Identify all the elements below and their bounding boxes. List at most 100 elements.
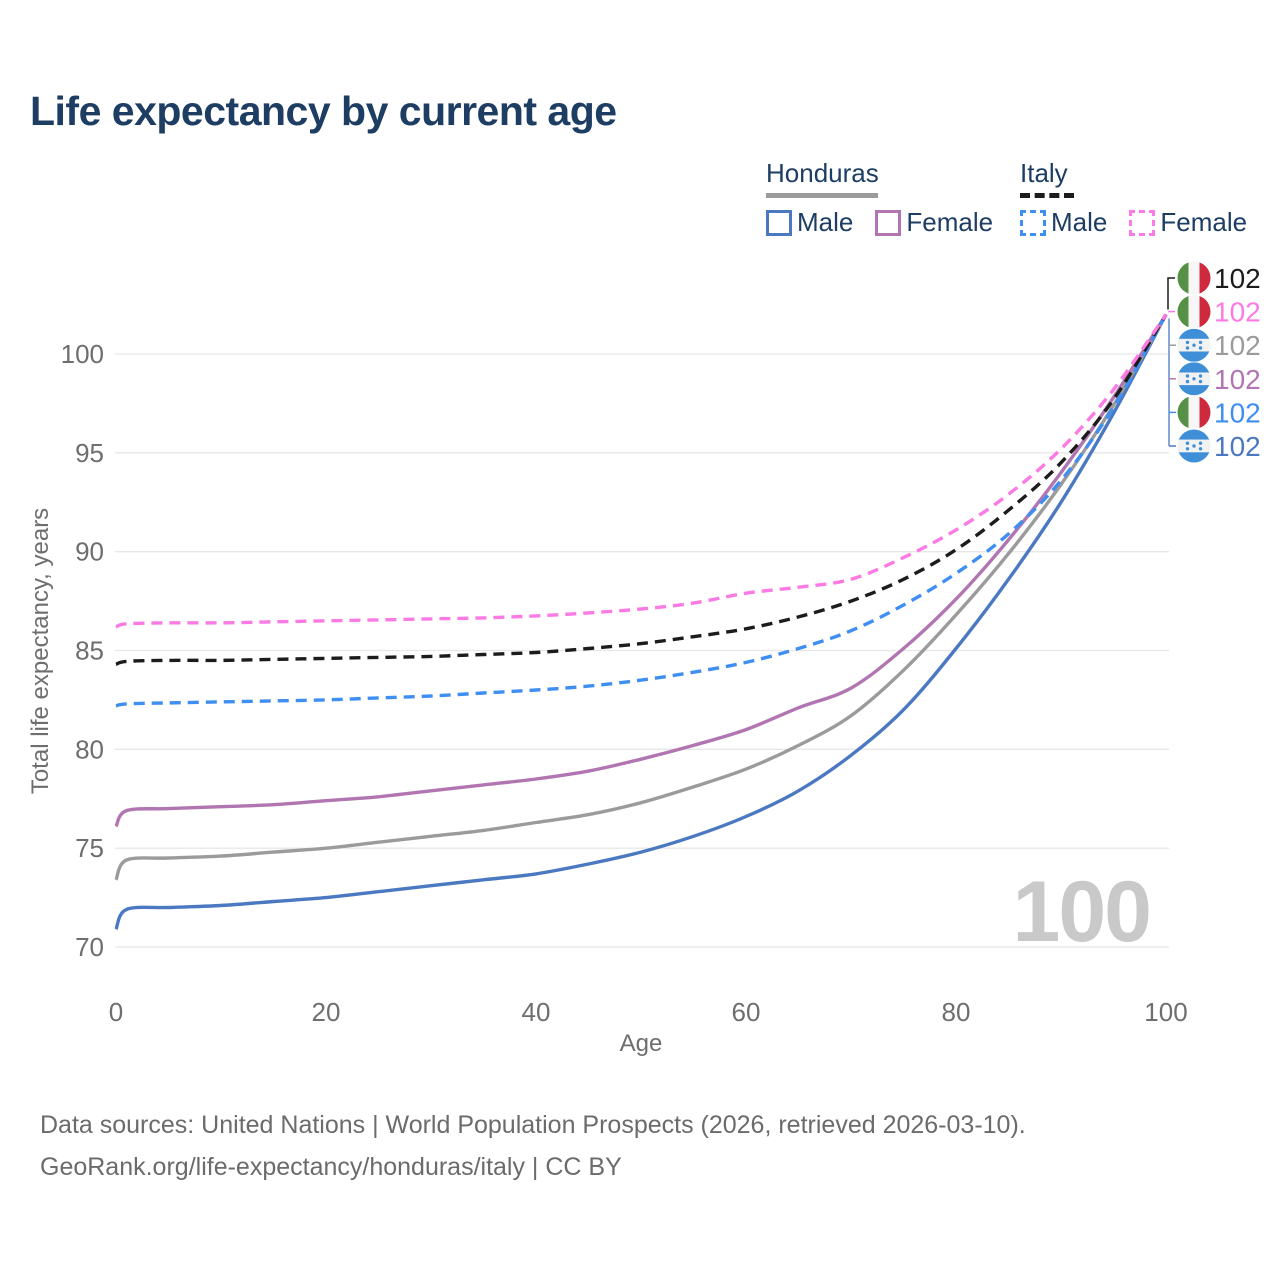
- end-label-honduras[interactable]: 102: [1177, 328, 1261, 362]
- y-tick-label: 70: [75, 932, 104, 962]
- flag-stripe: [1177, 395, 1189, 429]
- x-axis-ticks: 0 20 40 60 80 100: [109, 997, 1188, 1027]
- flag-stripe: [1188, 261, 1200, 295]
- chart-line-honduras-male[interactable]: [114, 313, 1168, 931]
- flag-wrap: [1177, 328, 1211, 362]
- chart-title: Life expectancy by current age: [30, 88, 617, 134]
- legend-group-label-honduras: Honduras: [766, 158, 879, 188]
- legend-group-honduras: Honduras Male Female: [766, 160, 993, 238]
- x-tick-label: 100: [1144, 997, 1187, 1027]
- end-label-value: 102: [1214, 364, 1261, 395]
- flag-stripe: [1177, 429, 1211, 440]
- chart-line-honduras-female[interactable]: [114, 313, 1168, 828]
- flag-stripe: [1199, 261, 1211, 295]
- flag-star: [1198, 346, 1203, 350]
- end-label-value: 102: [1214, 431, 1261, 462]
- italy-flag-icon: [1177, 395, 1211, 429]
- flag-star: [1192, 377, 1196, 381]
- x-axis-title: Age: [620, 1030, 663, 1057]
- end-label-honduras-female[interactable]: 102: [1177, 362, 1261, 396]
- legend-item-honduras-female[interactable]: Female: [875, 207, 993, 238]
- chart-line-italy-female[interactable]: [115, 313, 1168, 629]
- end-label-value: 102: [1214, 397, 1261, 428]
- flag-stripe: [1177, 452, 1211, 463]
- flag-star: [1185, 441, 1190, 445]
- flag-stripe: [1177, 351, 1211, 362]
- legend-group-italy: Italy Male Female: [1020, 160, 1247, 238]
- gridlines: 70 75 80 85 90 95 100: [61, 339, 1169, 962]
- legend-item-label: Female: [906, 207, 994, 237]
- honduras-flag-icon: [1177, 429, 1211, 463]
- chart-line-italy-male[interactable]: [115, 313, 1168, 708]
- series-lines: [114, 313, 1168, 931]
- flag-star: [1185, 346, 1190, 350]
- end-label-value: 102: [1214, 330, 1261, 361]
- legend-item-label: Male: [1051, 207, 1108, 237]
- flag-star: [1198, 441, 1203, 445]
- y-tick-label: 90: [75, 537, 104, 567]
- flag-wrap: [1177, 261, 1211, 295]
- y-axis-title: Total life expectancy, years: [27, 508, 54, 794]
- end-label-italy-female[interactable]: 102: [1177, 295, 1261, 329]
- italy-flag-icon: [1177, 261, 1211, 295]
- flag-stripe: [1188, 395, 1200, 429]
- dashed-line-swatch-icon: [1129, 209, 1156, 236]
- end-label-value: 102: [1214, 263, 1261, 294]
- flag-stripe: [1199, 295, 1211, 329]
- flag-star: [1185, 340, 1190, 345]
- flag-wrap: [1177, 395, 1211, 429]
- solid-line-swatch-icon: [766, 209, 792, 236]
- end-label-connectors: [1167, 277, 1176, 447]
- data-sources-note: Data sources: United Nations | World Pop…: [40, 1111, 1026, 1139]
- flag-wrap: [1177, 295, 1211, 329]
- flag-star: [1192, 444, 1196, 448]
- flag-star: [1198, 340, 1203, 345]
- chart-line-honduras[interactable]: [114, 313, 1168, 881]
- legend-item-label: Female: [1160, 207, 1248, 237]
- connector-line: [1167, 277, 1175, 310]
- legend-item-honduras-male[interactable]: Male: [766, 207, 853, 238]
- x-tick-label: 60: [732, 997, 761, 1027]
- legend-item-italy-male[interactable]: Male: [1020, 207, 1107, 238]
- legend-item-label: Male: [797, 207, 854, 237]
- y-tick-label: 75: [75, 833, 104, 863]
- legend-underline-solid: [766, 193, 878, 198]
- honduras-flag-icon: [1177, 362, 1211, 396]
- flag-stripe: [1177, 261, 1189, 295]
- legend-item-italy-female[interactable]: Female: [1129, 207, 1247, 238]
- flag-wrap: [1177, 362, 1211, 396]
- y-tick-label: 85: [75, 636, 104, 666]
- license-note: GeoRank.org/life-expectancy/honduras/ita…: [40, 1153, 622, 1181]
- y-tick-label: 100: [61, 339, 104, 369]
- end-label-italy-male[interactable]: 102: [1177, 395, 1261, 429]
- flag-star: [1198, 374, 1203, 378]
- dashed-line-swatch-icon: [1020, 209, 1046, 236]
- flag-star: [1192, 343, 1196, 347]
- flag-stripe: [1199, 395, 1211, 429]
- flag-star: [1198, 379, 1203, 384]
- x-tick-label: 80: [942, 997, 971, 1027]
- flag-stripe: [1177, 328, 1211, 339]
- flag-star: [1185, 379, 1190, 384]
- flag-stripe: [1177, 362, 1211, 373]
- age-watermark: 100: [1013, 864, 1151, 960]
- solid-line-swatch-icon: [875, 209, 902, 236]
- flag-star: [1185, 447, 1190, 451]
- chart-footer: Data sources: United Nations | World Pop…: [40, 1104, 1026, 1188]
- chart-line-italy[interactable]: [115, 313, 1168, 666]
- honduras-flag-icon: [1177, 328, 1211, 362]
- y-tick-label: 80: [75, 734, 104, 764]
- y-tick-label: 95: [75, 438, 104, 468]
- end-label-italy[interactable]: 102: [1177, 261, 1261, 295]
- flag-wrap: [1177, 429, 1211, 463]
- italy-flag-icon: [1177, 295, 1211, 329]
- end-label-honduras-male[interactable]: 102: [1177, 429, 1261, 463]
- legend-underline-dashed: [1020, 193, 1074, 198]
- x-tick-label: 40: [522, 997, 551, 1027]
- flag-stripe: [1188, 295, 1200, 329]
- legend-group-label-italy: Italy: [1020, 158, 1068, 188]
- flag-star: [1198, 447, 1203, 451]
- end-label-value: 102: [1214, 297, 1261, 328]
